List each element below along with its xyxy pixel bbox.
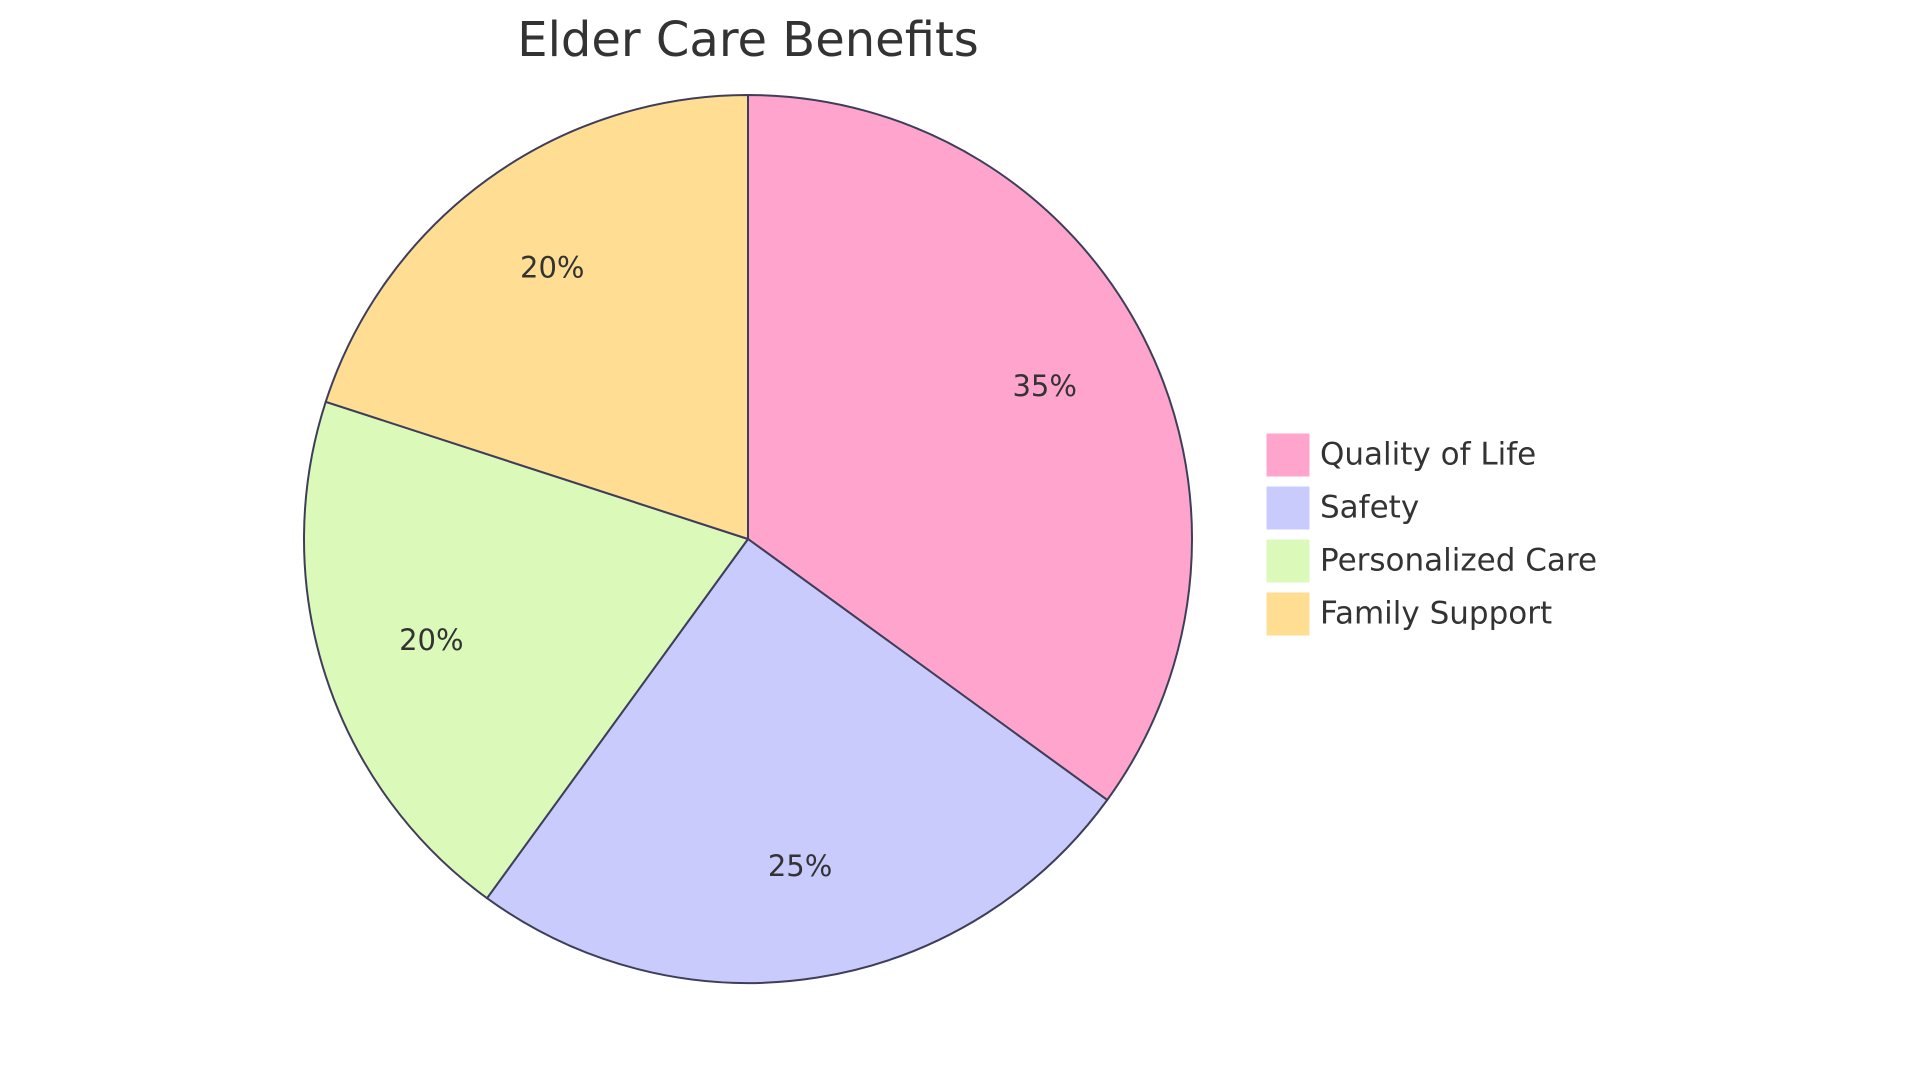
pie-slice — [747, 93, 1193, 802]
legend-swatch — [1265, 591, 1311, 637]
legend-swatch — [1265, 538, 1311, 584]
legend-label: Quality of Life — [1320, 437, 1536, 473]
legend-label: Family Support — [1320, 596, 1552, 632]
legend-swatch — [1265, 432, 1311, 478]
legend-label: Safety — [1320, 490, 1419, 526]
pie-slice — [302, 400, 750, 900]
data-label: 20% — [520, 251, 584, 285]
legend-label: Personalized Care — [1320, 543, 1597, 579]
legend-swatch — [1265, 485, 1311, 531]
data-label: 35% — [1012, 369, 1076, 403]
pie-slice — [485, 537, 1109, 984]
chart-title: Elder Care Benefits — [517, 12, 979, 68]
data-label: 20% — [399, 623, 463, 657]
data-label: 25% — [768, 849, 832, 883]
pie-slice — [324, 93, 749, 541]
